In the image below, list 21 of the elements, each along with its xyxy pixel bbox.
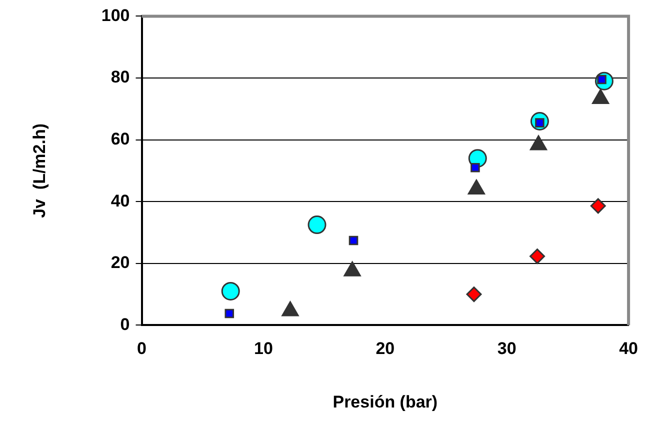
point bbox=[470, 162, 480, 172]
point bbox=[308, 216, 326, 234]
x-tick-label: 30 bbox=[497, 339, 516, 358]
x-tick-label: 0 bbox=[137, 339, 146, 358]
y-tick-label: 100 bbox=[101, 6, 130, 25]
y-tick-label: 0 bbox=[120, 314, 130, 334]
y-tick-label: 20 bbox=[110, 253, 130, 272]
point bbox=[590, 198, 606, 214]
point bbox=[466, 286, 482, 302]
y-tick-label: 40 bbox=[110, 191, 130, 210]
x-axis-title: Presión (bar) bbox=[332, 392, 438, 412]
x-tick-label: 10 bbox=[254, 339, 273, 358]
point bbox=[348, 236, 358, 246]
y-axis-title: Jv (L/m2.h) bbox=[30, 123, 49, 218]
x-tick-label: 40 bbox=[619, 339, 638, 358]
point bbox=[530, 248, 546, 264]
y-tick-label: 60 bbox=[110, 129, 130, 148]
y-tick-label: 80 bbox=[110, 68, 130, 87]
point bbox=[221, 282, 240, 300]
point bbox=[224, 308, 234, 318]
x-tick-label: 20 bbox=[376, 339, 395, 358]
